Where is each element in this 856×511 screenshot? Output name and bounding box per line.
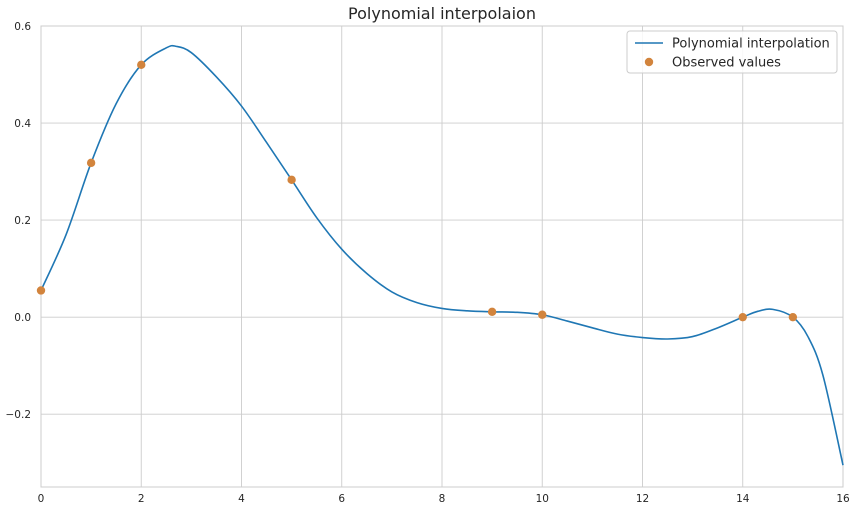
chart-title: Polynomial interpolaion (348, 4, 536, 23)
legend-dot-swatch (644, 57, 654, 67)
plot-area (40, 25, 844, 488)
y-tick-label: 0.0 (14, 312, 31, 324)
x-tick-label: 4 (238, 493, 245, 505)
data-point-observed (738, 312, 747, 322)
x-tick-label: 16 (836, 493, 850, 505)
x-tick-label: 6 (338, 493, 345, 505)
y-tick-label: 0.6 (14, 21, 31, 33)
data-point-observed (36, 286, 46, 295)
series-line-polynomial-interpolation (40, 44, 844, 466)
series-layer (36, 44, 844, 466)
legend-label-observed: Observed values (672, 56, 781, 71)
data-point-observed (86, 158, 96, 168)
legend-label-polynomial: Polynomial interpolation (672, 37, 830, 52)
data-point-observed (487, 307, 497, 317)
legend: Polynomial interpolation Observed values (626, 30, 838, 74)
y-tick-label: 0.2 (14, 215, 31, 227)
legend-box (626, 30, 838, 74)
y-tick-label: 0.4 (14, 118, 31, 130)
x-tick-label: 14 (736, 493, 750, 505)
data-point-observed (538, 310, 547, 319)
grid-lines (40, 25, 844, 487)
data-point-observed (137, 60, 146, 70)
x-tick-label: 0 (38, 493, 45, 505)
x-tick-label: 8 (439, 493, 446, 505)
x-tick-label: 12 (636, 493, 649, 505)
y-tick-label: −0.2 (6, 409, 32, 421)
data-point-observed (287, 175, 296, 185)
data-point-observed (788, 312, 798, 322)
tick-labels: 0 2 4 6 8 10 12 14 16 −0.2 0.0 0.2 0.4 0.6 (6, 21, 850, 505)
x-tick-label: 2 (138, 493, 145, 505)
x-tick-label: 10 (536, 493, 549, 505)
